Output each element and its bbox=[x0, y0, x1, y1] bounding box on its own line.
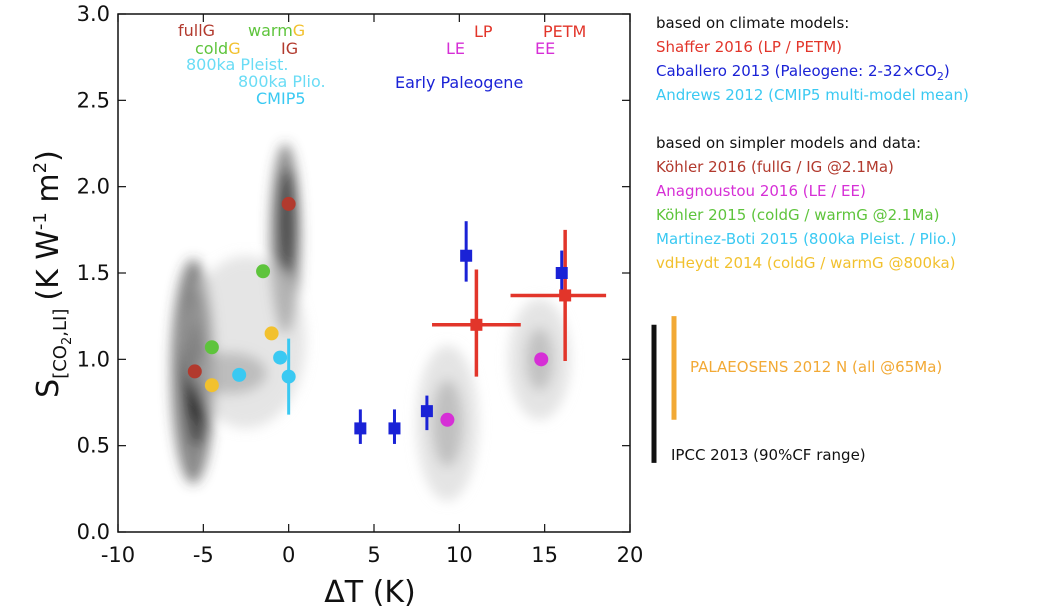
y-tick-label: 2.5 bbox=[77, 88, 110, 112]
x-tick-label: 10 bbox=[446, 543, 473, 567]
data-point-circle-3-1 bbox=[281, 196, 296, 211]
annotation-IG: IG bbox=[281, 39, 298, 58]
range-label-ipcc: IPCC 2013 (90%CF range) bbox=[671, 446, 866, 464]
legend-heading-climate-models: based on climate models: bbox=[656, 14, 849, 32]
y-tick-label: 0.5 bbox=[77, 434, 110, 458]
annotation-coldG: coldG bbox=[195, 39, 241, 58]
data-point-square-1-4 bbox=[555, 267, 568, 279]
annotation-800ka-pleist: 800ka Pleist. bbox=[186, 55, 289, 74]
data-point-square-1-1 bbox=[388, 422, 401, 435]
x-tick-label: 15 bbox=[531, 543, 558, 567]
data-point-circle-6-0 bbox=[232, 367, 247, 382]
legend-entry-anagnoustou: Anagnoustou 2016 (LE / EE) bbox=[656, 182, 866, 200]
data-point-circle-3-0 bbox=[187, 364, 202, 379]
data-point-circle-4-0 bbox=[440, 412, 455, 427]
legend-entry-kohler-2016: Köhler 2016 (fullG / IG @2.1Ma) bbox=[656, 158, 894, 176]
y-axis-title: S[CO2,LI](K W-1 m2) bbox=[30, 150, 75, 398]
data-point-square-0-0 bbox=[470, 318, 483, 331]
data-point-circle-4-1 bbox=[534, 352, 549, 367]
y-tick-label: 3.0 bbox=[77, 2, 110, 26]
x-tick-labels: -10 -5 0 5 10 15 20 bbox=[101, 543, 644, 567]
legend-entry-caballero: Caballero 2013 (Paleogene: 2-32×CO2) bbox=[656, 62, 950, 83]
annotation-800ka-plio: 800ka Plio. bbox=[238, 72, 326, 91]
annotation-early-paleogene: Early Paleogene bbox=[395, 73, 523, 92]
data-point-circle-5-0 bbox=[204, 340, 219, 355]
data-point-circle-7-1 bbox=[264, 326, 279, 341]
x-tick-label: 0 bbox=[282, 543, 295, 567]
annotation-LE: LE bbox=[446, 39, 465, 58]
legend-entry-shaffer: Shaffer 2016 (LP / PETM) bbox=[656, 38, 842, 56]
legend-entry-kohler-2015: Köhler 2015 (coldG / warmG @2.1Ma) bbox=[656, 206, 939, 224]
data-point-square-1-2 bbox=[420, 405, 433, 418]
annotation-warmG: warmG bbox=[248, 21, 305, 40]
data-point-circle-7-0 bbox=[204, 378, 219, 393]
data-point-circle-2-0 bbox=[281, 369, 296, 384]
annotation-EE: EE bbox=[535, 39, 555, 58]
axis-ticks bbox=[117, 13, 631, 533]
data-point-circle-5-1 bbox=[256, 264, 271, 279]
plot-annotations: fullG warmG coldG IG 800ka Pleist. 800ka… bbox=[178, 21, 586, 108]
data-point-square-0-1 bbox=[559, 289, 572, 302]
y-tick-label: 2.0 bbox=[77, 175, 110, 199]
sensitivity-range-bars bbox=[651, 316, 677, 463]
x-tick-label: -5 bbox=[193, 543, 214, 567]
x-tick-label: 20 bbox=[617, 543, 644, 567]
y-tick-label: 1.5 bbox=[77, 261, 110, 285]
range-label-palaeosens: PALAEOSENS 2012 N (all @65Ma) bbox=[690, 358, 942, 376]
x-axis-title: ΔT (K) bbox=[324, 575, 415, 610]
legend-entry-martinez-boti: Martinez-Boti 2015 (800ka Pleist. / Plio… bbox=[656, 230, 957, 248]
annotation-cmip5: CMIP5 bbox=[256, 89, 306, 108]
y-tick-labels: 0.0 0.5 1.0 1.5 2.0 2.5 3.0 bbox=[77, 2, 110, 544]
density-clusters bbox=[170, 143, 571, 501]
legend-heading-simpler-models: based on simpler models and data: bbox=[656, 134, 921, 152]
legend: based on climate models: Shaffer 2016 (L… bbox=[656, 14, 969, 272]
annotation-LP: LP bbox=[474, 22, 493, 41]
x-tick-label: -10 bbox=[101, 543, 135, 567]
data-point-circle-6-1 bbox=[273, 350, 288, 365]
data-markers bbox=[187, 196, 572, 435]
data-point-square-1-3 bbox=[460, 249, 473, 262]
density-region-glacial-5 bbox=[278, 169, 296, 273]
y-tick-label: 1.0 bbox=[77, 347, 110, 371]
legend-entry-vdheydt: vdHeydt 2014 (coldG / warmG @800ka) bbox=[656, 254, 956, 272]
y-tick-label: 0.0 bbox=[77, 520, 110, 544]
annotation-fullG: fullG bbox=[178, 21, 215, 40]
x-tick-label: 5 bbox=[367, 543, 380, 567]
annotation-PETM: PETM bbox=[543, 22, 586, 41]
legend-entry-andrews: Andrews 2012 (CMIP5 multi-model mean) bbox=[656, 86, 969, 104]
data-point-square-1-0 bbox=[354, 422, 367, 435]
